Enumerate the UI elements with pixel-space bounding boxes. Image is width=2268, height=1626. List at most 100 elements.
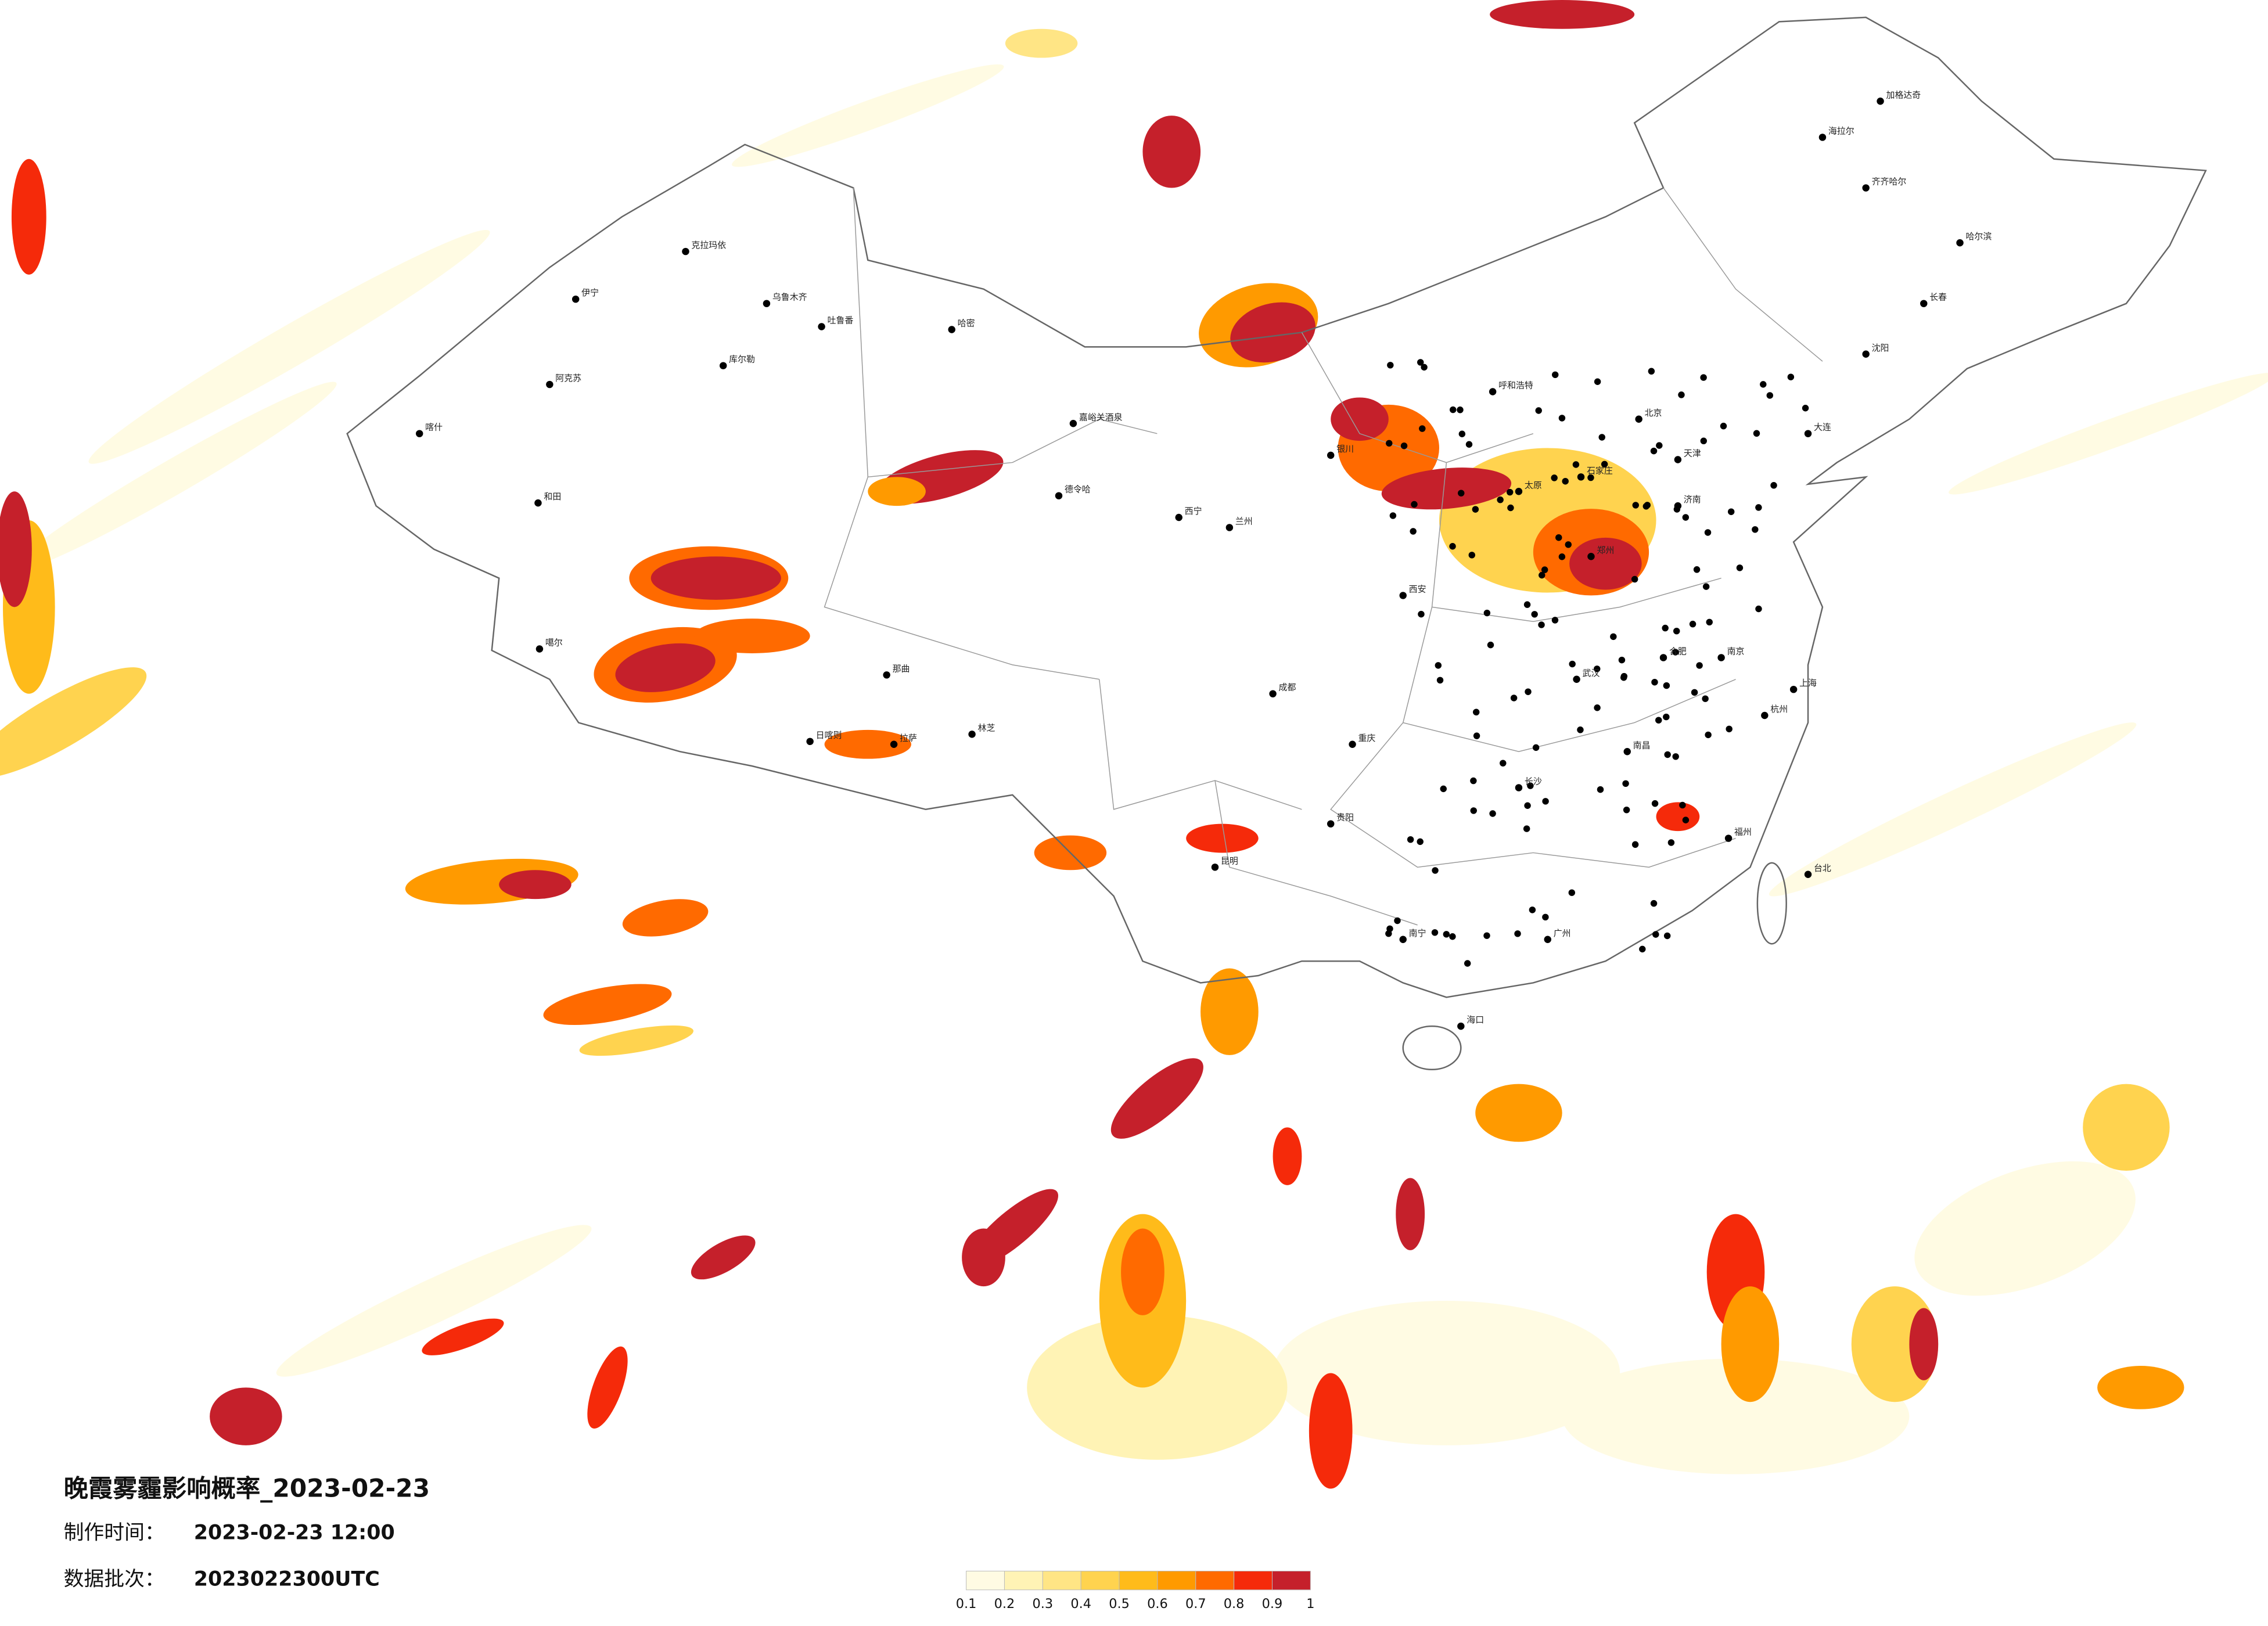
station-dot	[1696, 662, 1703, 669]
city-label: 德令哈	[1065, 484, 1091, 495]
station-dot	[1601, 461, 1608, 468]
city-label: 郑州	[1597, 545, 1614, 555]
station-dot	[1400, 443, 1408, 449]
station-dot	[1542, 798, 1549, 805]
haze-patch	[1273, 1127, 1302, 1185]
city-label: 昆明	[1221, 855, 1238, 866]
colorbar-tick-label: 1	[1306, 1596, 1314, 1611]
station-dot	[1632, 502, 1639, 509]
haze-patch	[579, 1025, 693, 1056]
city-dot	[1515, 784, 1523, 792]
city-dot	[1920, 300, 1928, 307]
city-label: 广州	[1554, 928, 1571, 938]
city-label: 沈阳	[1872, 343, 1889, 353]
station-dot	[1682, 816, 1690, 823]
info-value: 2023-02-23 12:00	[194, 1521, 395, 1545]
haze-patch	[10, 382, 337, 573]
station-dot	[1419, 425, 1426, 432]
station-dot	[1620, 672, 1628, 680]
station-dot	[1386, 440, 1393, 447]
station-dot	[1662, 624, 1669, 632]
station-dot	[1470, 777, 1477, 785]
station-dot	[1594, 378, 1601, 385]
station-dot	[1418, 610, 1425, 618]
city-label: 南京	[1727, 646, 1745, 656]
haze-patch	[0, 667, 147, 778]
station-dot	[1435, 662, 1442, 669]
haze-patch	[543, 984, 672, 1026]
city-label: 哈尔滨	[1965, 231, 1992, 242]
haze-patch	[1121, 1228, 1164, 1315]
station-dot	[1483, 932, 1490, 939]
haze-patch	[0, 491, 32, 607]
station-dot	[1555, 534, 1562, 541]
station-dot	[1770, 482, 1777, 489]
haze-patch	[1230, 302, 1315, 363]
city-dots	[1385, 359, 1809, 967]
station-dot	[1449, 933, 1456, 940]
city-label: 呼和浩特	[1498, 380, 1533, 391]
info-label: 制作时间：	[64, 1521, 165, 1545]
city-label: 吐鲁番	[828, 315, 854, 326]
city-dot	[1269, 690, 1277, 697]
station-dot	[1525, 688, 1532, 695]
station-dot	[1672, 649, 1679, 656]
city-dot	[415, 430, 423, 437]
colorbar-tick-label: 0.3	[1033, 1596, 1054, 1611]
station-dot	[1651, 678, 1658, 686]
taiwan-outline	[1756, 862, 1787, 945]
haze-patch	[1309, 1373, 1353, 1489]
station-dot	[1726, 725, 1733, 733]
colorbar-tick-label: 0.1	[956, 1596, 977, 1611]
city-label: 喀什	[425, 422, 443, 433]
station-dot	[1523, 825, 1530, 832]
haze-patch	[1475, 1084, 1562, 1142]
city-label: 上海	[1799, 678, 1817, 688]
station-dot	[1531, 611, 1538, 618]
city-dot	[806, 738, 814, 746]
haze-patch	[691, 1235, 756, 1280]
city-label: 伊宁	[581, 287, 599, 298]
station-dot	[1458, 490, 1465, 497]
station-dot	[1468, 552, 1475, 559]
station-dot	[1464, 960, 1471, 967]
station-dot	[1691, 689, 1698, 696]
haze-patch	[1201, 968, 1259, 1055]
haze-patch	[622, 899, 709, 937]
station-dot	[1766, 392, 1774, 399]
station-dot	[1431, 929, 1439, 936]
station-dot	[1541, 566, 1548, 573]
haze-patch	[962, 1228, 1005, 1287]
colorbar-swatch	[1080, 1570, 1120, 1591]
colorbar-tick-label: 0.5	[1109, 1596, 1130, 1611]
station-dot	[1705, 731, 1712, 739]
station-dot	[1572, 461, 1580, 468]
colorbar: 0.1 0.2 0.3 0.4 0.5 0.6 0.7 0.8 0.9 1	[956, 1570, 1314, 1611]
station-dot	[1524, 802, 1531, 809]
station-dot	[1631, 575, 1638, 583]
haze-patch	[1273, 1301, 1620, 1445]
haze-patch	[1490, 0, 1635, 29]
station-dot	[1558, 415, 1566, 422]
city-dot	[1804, 430, 1812, 437]
city-dot	[1457, 1022, 1465, 1030]
city-dot	[1577, 473, 1585, 481]
station-dot	[1389, 512, 1397, 519]
city-label: 齐齐哈尔	[1872, 177, 1907, 187]
station-dot	[1577, 726, 1584, 733]
city-label: 加格达奇	[1886, 89, 1921, 100]
station-dot	[1529, 906, 1536, 913]
station-dot	[1663, 682, 1670, 689]
city-dot	[1349, 740, 1356, 748]
colorbar-tick-label: 0.7	[1185, 1596, 1206, 1611]
haze-layer	[0, 0, 2268, 1489]
station-dot	[1387, 362, 1394, 369]
city-dot	[1211, 864, 1219, 871]
colorbar-tick-label: 0.6	[1147, 1596, 1168, 1611]
city-label: 长春	[1929, 292, 1947, 303]
station-dot	[1727, 508, 1735, 515]
station-dot	[1663, 713, 1670, 721]
city-label: 南昌	[1633, 740, 1651, 750]
station-dot	[1802, 405, 1809, 412]
station-dot	[1551, 474, 1558, 481]
